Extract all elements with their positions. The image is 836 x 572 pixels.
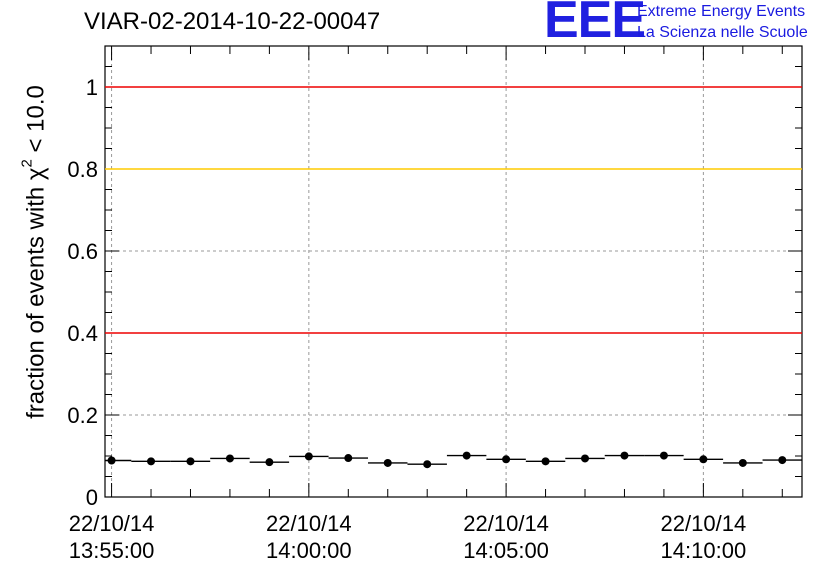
eee-logo: EEE (544, 0, 646, 49)
x-tick-label-date: 22/10/14 (661, 511, 747, 536)
data-point (659, 451, 668, 460)
logo-text-line1: Extreme Energy Events (637, 3, 806, 20)
data-point (462, 451, 471, 460)
y-tick-label: 0.6 (67, 239, 98, 264)
data-point (778, 456, 787, 465)
y-tick-label: 1 (86, 75, 98, 100)
y-tick-label: 0 (86, 485, 98, 510)
data-point (738, 458, 747, 467)
x-tick-label-time: 14:10:00 (661, 538, 747, 563)
data-point (186, 457, 195, 466)
x-tick-label-date: 22/10/14 (69, 511, 155, 536)
data-point (502, 455, 511, 464)
x-tick-label-date: 22/10/14 (463, 511, 549, 536)
data-point (541, 457, 550, 466)
data-point (699, 455, 708, 464)
chart-title: VIAR-02-2014-10-22-00047 (84, 8, 381, 35)
data-point (581, 454, 590, 463)
x-tick-label-date: 22/10/14 (266, 511, 352, 536)
y-tick-label: 0.8 (67, 157, 98, 182)
y-axis-label-prefix: fraction of events with χ (22, 167, 50, 419)
y-axis-label-suffix: < 10.0 (22, 85, 50, 160)
data-point (423, 460, 432, 469)
y-axis-label-superscript: 2 (18, 159, 36, 168)
x-tick-label-time: 14:00:00 (266, 538, 352, 563)
y-tick-label: 0.4 (67, 321, 98, 346)
x-tick-label-time: 13:55:00 (69, 538, 155, 563)
data-point (344, 454, 353, 463)
data-point (620, 451, 629, 460)
logo-text-line2: La Scienza nelle Scuole (637, 24, 808, 41)
data-point (383, 458, 392, 467)
data-point (265, 458, 274, 467)
x-tick-label-time: 14:05:00 (463, 538, 549, 563)
data-point (225, 454, 234, 463)
y-tick-label: 0.2 (67, 403, 98, 428)
data-point (304, 452, 313, 461)
data-point (107, 456, 116, 465)
data-point (147, 457, 156, 466)
plot-frame (104, 45, 803, 498)
